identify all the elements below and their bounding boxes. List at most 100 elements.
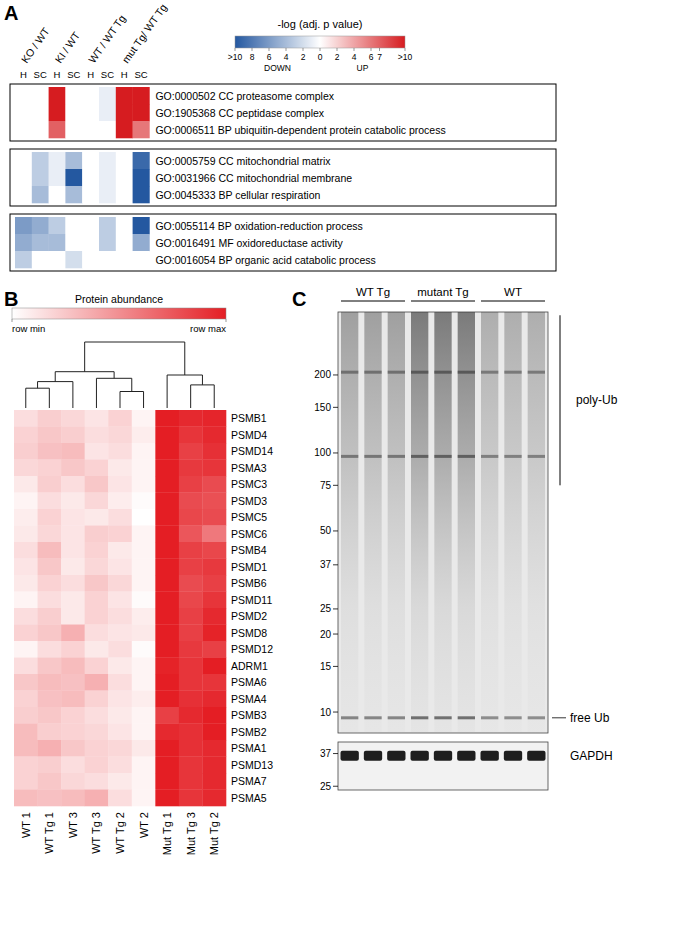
cell <box>15 169 32 186</box>
cell <box>61 592 85 609</box>
cell <box>49 169 66 186</box>
band <box>504 455 521 458</box>
tick <box>333 666 338 667</box>
cell <box>85 509 109 526</box>
cell <box>14 410 38 427</box>
cell <box>38 443 62 460</box>
lane-smear <box>504 312 521 733</box>
cell <box>202 790 226 807</box>
band <box>411 371 428 374</box>
cell <box>155 740 179 757</box>
lane-smear <box>434 312 451 733</box>
cell <box>132 757 156 774</box>
tick <box>333 786 338 787</box>
band <box>458 716 475 719</box>
cell <box>132 526 156 543</box>
colorbar <box>235 36 405 48</box>
cell <box>85 575 109 592</box>
band <box>388 716 405 719</box>
cell <box>99 104 116 121</box>
cell <box>108 757 132 774</box>
cell <box>155 707 179 724</box>
cell <box>155 674 179 691</box>
annotation: free Ub <box>570 711 610 725</box>
cell <box>132 493 156 510</box>
cell <box>132 625 156 642</box>
dendrogram-link <box>96 378 131 408</box>
cell <box>61 740 85 757</box>
group-box <box>10 149 556 206</box>
row-label: GO:0045333 BP cellular respiration <box>155 189 320 201</box>
cell <box>108 410 132 427</box>
cell <box>202 641 226 658</box>
cell <box>14 427 38 444</box>
cell <box>202 691 226 708</box>
cell <box>61 641 85 658</box>
band <box>458 455 475 458</box>
cell <box>133 234 150 251</box>
cell <box>202 740 226 757</box>
cell <box>179 658 203 675</box>
cell <box>14 658 38 675</box>
cell <box>65 152 82 169</box>
tick-label: 10 <box>320 707 332 718</box>
tick-label: 20 <box>320 629 332 640</box>
column-label: WT Tg 1 <box>43 812 55 854</box>
column-group-label: KO / WT <box>19 25 52 65</box>
cell <box>155 526 179 543</box>
column-label: WT Tg 2 <box>114 812 126 854</box>
cell <box>14 625 38 642</box>
cell <box>179 592 203 609</box>
tick <box>286 48 287 51</box>
cell <box>116 152 133 169</box>
cell <box>82 251 99 268</box>
cell <box>132 740 156 757</box>
cell <box>32 217 49 234</box>
row-label: PSMC5 <box>231 511 267 523</box>
cell <box>65 234 82 251</box>
cell <box>38 493 62 510</box>
cell <box>202 608 226 625</box>
cell <box>179 773 203 790</box>
tick <box>371 48 372 51</box>
band <box>411 455 428 458</box>
tick <box>379 48 380 51</box>
row-label: PSMD11 <box>231 594 272 606</box>
cell <box>179 526 203 543</box>
dendrogram-link <box>38 382 73 408</box>
tick <box>333 634 338 635</box>
cell <box>99 234 116 251</box>
row-label: PSMD12 <box>231 643 273 655</box>
band <box>481 455 498 458</box>
group-line <box>411 301 475 302</box>
cell <box>85 790 109 807</box>
tick-label: 4 <box>284 52 289 62</box>
cell <box>155 410 179 427</box>
lane-smear <box>458 312 475 733</box>
cell <box>108 740 132 757</box>
cell <box>85 443 109 460</box>
column-label: WT 3 <box>67 812 79 838</box>
cell <box>85 608 109 625</box>
cell <box>82 217 99 234</box>
row-label: PSMA6 <box>231 676 267 688</box>
cell <box>132 476 156 493</box>
tick <box>354 48 355 51</box>
column-label: WT 1 <box>20 812 32 838</box>
cell <box>38 427 62 444</box>
cell <box>179 625 203 642</box>
cell <box>132 542 156 559</box>
tick-label: 25 <box>320 603 332 614</box>
cell <box>179 757 203 774</box>
cell <box>116 234 133 251</box>
row-label: GO:0000502 CC proteasome complex <box>155 90 334 102</box>
cell <box>38 509 62 526</box>
band <box>387 751 405 761</box>
cell <box>108 641 132 658</box>
panel-label: C <box>292 288 306 310</box>
dendrogram-link <box>55 372 114 382</box>
panel-label: B <box>4 288 18 310</box>
cell <box>38 625 62 642</box>
cell <box>179 790 203 807</box>
cell <box>155 443 179 460</box>
